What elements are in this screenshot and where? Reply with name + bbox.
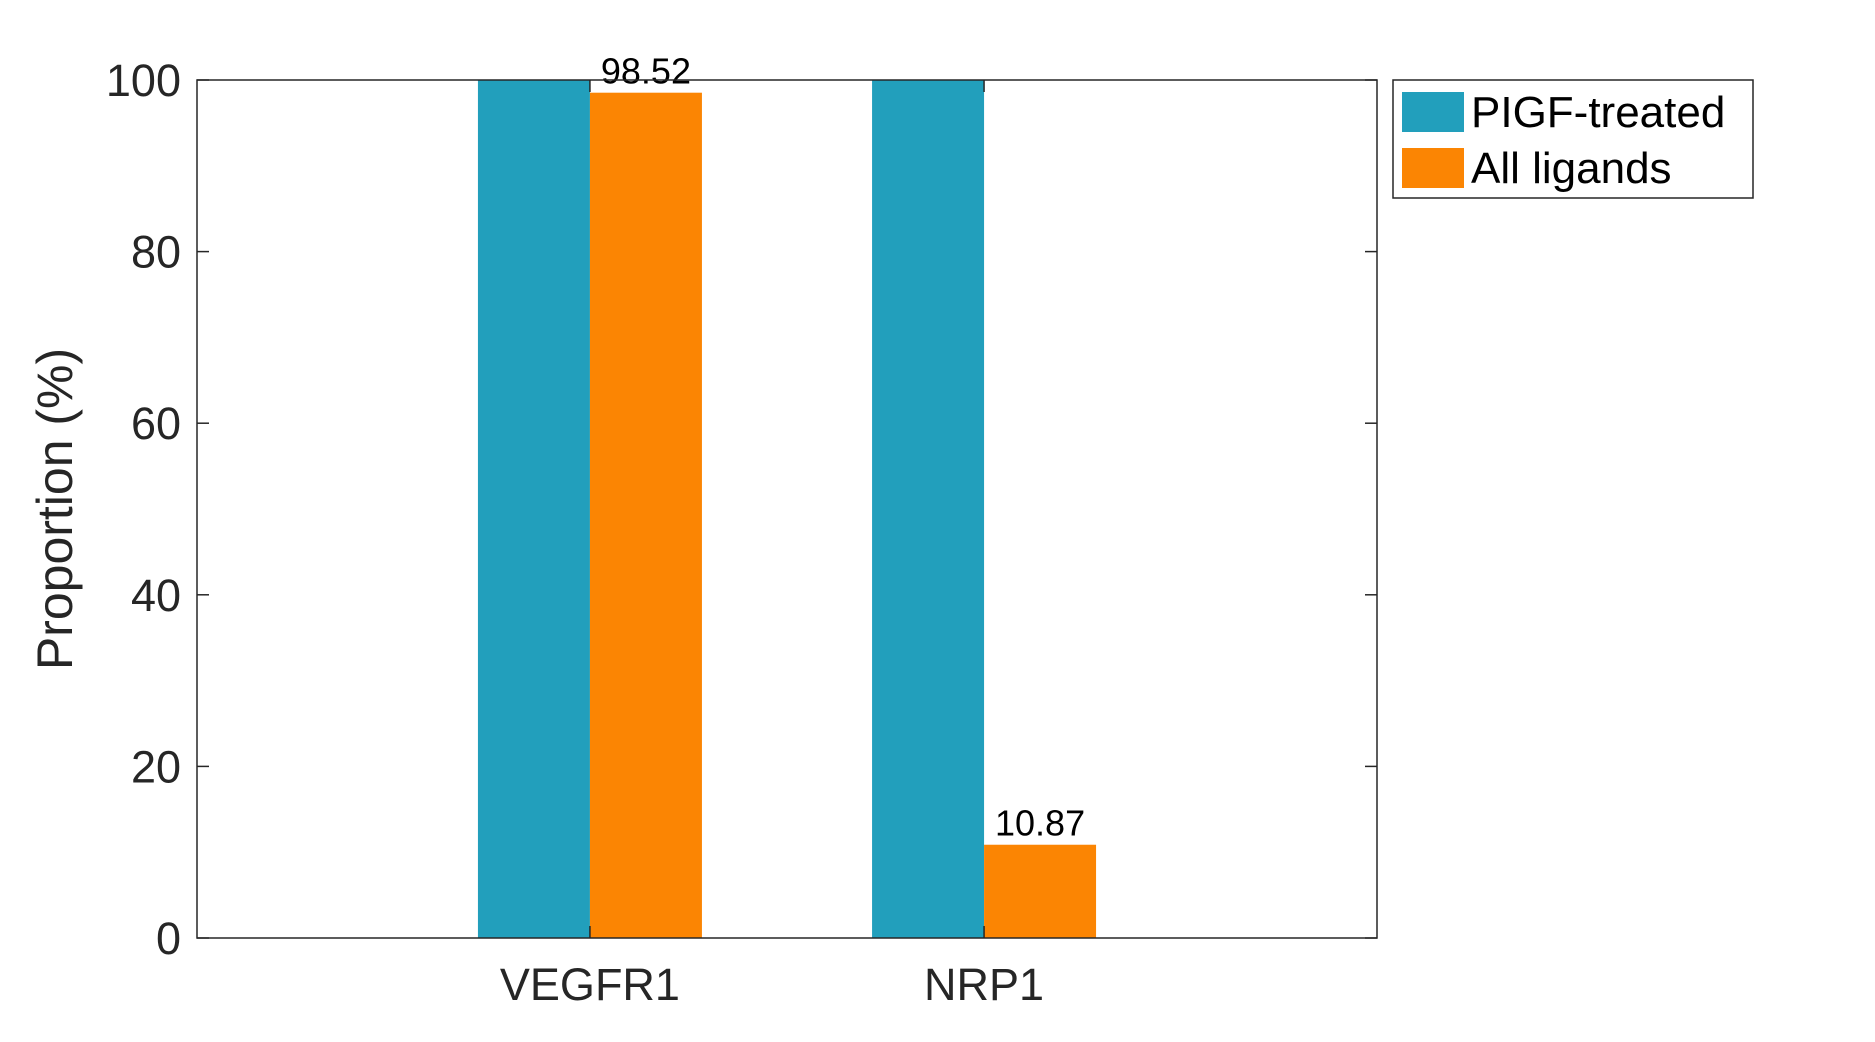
legend-label-all-ligands: All ligands — [1471, 144, 1672, 193]
y-tick-label: 20 — [131, 741, 181, 792]
y-tick-label: 0 — [156, 913, 181, 964]
data-label-vegfr1-all-ligands: 98.52 — [601, 51, 691, 92]
data-label-nrp1-all-ligands: 10.87 — [995, 803, 1085, 844]
bar-nrp1-pigf-treated — [872, 80, 985, 938]
data-labels-layer: 98.52 10.87 — [601, 51, 1085, 844]
y-tick-label: 40 — [131, 570, 181, 621]
legend-swatch-all-ligands — [1402, 148, 1464, 188]
bars-layer — [477, 80, 1097, 938]
plot-area-frame — [196, 79, 1378, 939]
axis-ticks-layer: 0 20 40 60 80 100 VEGFR1 NRP1 — [106, 55, 1377, 1010]
y-tick-label: 60 — [131, 398, 181, 449]
legend: PIGF-treated All ligands — [1392, 79, 1754, 199]
legend-label-pigf-treated: PIGF-treated — [1471, 88, 1725, 137]
legend-swatch-pigf-treated — [1402, 92, 1464, 132]
bar-vegfr1-pigf-treated — [477, 80, 590, 938]
x-tick-label-nrp1: NRP1 — [924, 959, 1044, 1010]
y-axis-label: Proportion (%) — [27, 348, 83, 670]
bar-nrp1-all-ligands — [984, 844, 1097, 938]
bar-vegfr1-all-ligands — [589, 92, 702, 938]
y-tick-label: 100 — [106, 55, 181, 106]
x-tick-label-vegfr1: VEGFR1 — [500, 959, 680, 1010]
y-tick-label: 80 — [131, 227, 181, 278]
